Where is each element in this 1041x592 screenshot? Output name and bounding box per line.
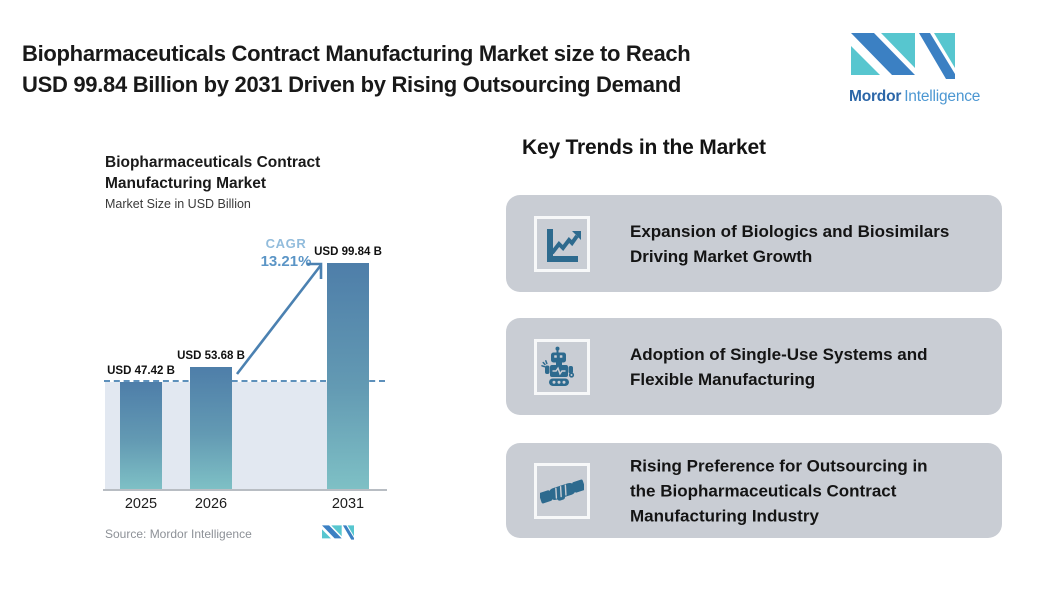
trend-text-line: the Biopharmaceuticals Contract (630, 481, 897, 500)
trend-card-text: Expansion of Biologics and Biosimilars D… (630, 219, 949, 269)
page-title-line-2: USD 99.84 Billion by 2031 Driven by Risi… (22, 72, 681, 97)
mordor-logo-mark-icon (851, 33, 955, 79)
growth-chart-icon (547, 228, 581, 262)
chart-title: Biopharmaceuticals Contract Manufacturin… (105, 152, 320, 194)
trend-text-line: Driving Market Growth (630, 246, 813, 266)
brand-logo: Mordor Intelligence (849, 33, 999, 106)
cagr-annotation: CAGR 13.21% (246, 236, 326, 270)
chart-source: Source: Mordor Intelligence (105, 527, 252, 541)
brand-name: Mordor Intelligence (849, 88, 999, 106)
trend-icon-box (534, 338, 590, 395)
year-label-2026: 2026 (194, 496, 228, 512)
trend-icon-box (534, 215, 590, 272)
growth-arrow-icon (235, 262, 323, 375)
mordor-logo-mark-small-icon (322, 525, 354, 540)
bar-value-label: USD 53.68 B (177, 350, 245, 362)
trend-text-line: Manufacturing Industry (630, 506, 819, 525)
bar-group-2026: USD 53.68 B (177, 350, 245, 489)
page-title: Biopharmaceuticals Contract Manufacturin… (22, 38, 691, 100)
cagr-value: 13.21% (260, 253, 312, 270)
reference-dashed-line (104, 380, 385, 382)
chart-subtitle: Market Size in USD Billion (105, 197, 251, 211)
trend-text-line: Rising Preference for Outsourcing in (630, 456, 928, 475)
bar-value-label: USD 99.84 B (314, 246, 382, 258)
trend-card-text: Adoption of Single-Use Systems and Flexi… (630, 342, 928, 392)
bar-2031 (327, 263, 369, 489)
year-label-2031: 2031 (331, 496, 365, 512)
chart-title-line-2: Manufacturing Market (105, 175, 267, 192)
trend-text-line: Expansion of Biologics and Biosimilars (630, 221, 950, 241)
trend-text-line: Flexible Manufacturing (630, 369, 816, 389)
robot-icon (541, 346, 575, 386)
bar-group-2025: USD 47.42 B (107, 365, 175, 489)
handshake-icon (540, 479, 584, 503)
bar-2025 (120, 382, 162, 489)
bar-value-label: USD 47.42 B (107, 365, 175, 377)
trend-card-outsourcing: Rising Preference for Outsourcing in the… (506, 443, 1002, 538)
trend-card-text: Rising Preference for Outsourcing in the… (630, 453, 928, 528)
chart-title-line-1: Biopharmaceuticals Contract (105, 154, 321, 171)
trends-heading: Key Trends in the Market (522, 136, 766, 159)
bar-2026 (190, 367, 232, 489)
cagr-label: CAGR (265, 236, 307, 251)
trend-card-biologics: Expansion of Biologics and Biosimilars D… (506, 195, 1002, 292)
bar-group-2031: USD 99.84 B (314, 246, 382, 489)
year-label-2025: 2025 (124, 496, 158, 512)
brand-name-primary: Mordor (849, 88, 902, 105)
trend-card-single-use: Adoption of Single-Use Systems and Flexi… (506, 318, 1002, 415)
page-title-line-1: Biopharmaceuticals Contract Manufacturin… (22, 41, 691, 66)
brand-name-secondary: Intelligence (904, 88, 981, 105)
x-axis-line (103, 489, 387, 491)
trend-text-line: Adoption of Single-Use Systems and (630, 344, 928, 364)
trend-icon-box (534, 462, 590, 519)
